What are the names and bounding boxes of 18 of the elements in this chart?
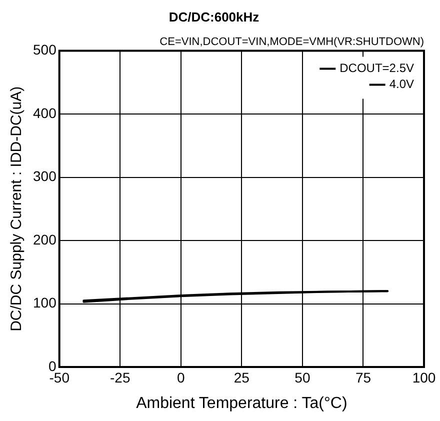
- legend-label: DCOUT=2.5V: [340, 61, 414, 76]
- x-tick-label: 25: [234, 369, 250, 386]
- legend-label: 4.0V: [389, 77, 414, 92]
- x-tick-label: 0: [177, 369, 186, 386]
- y-tick-label: 300: [33, 168, 57, 184]
- x-axis-title: Ambient Temperature : Ta(°C): [136, 394, 348, 412]
- x-tick-label: 50: [294, 369, 310, 386]
- chart-title: DC/DC:600kHz: [168, 9, 260, 24]
- chart-subtitle: CE=VIN,DCOUT=VIN,MODE=VMH(VR:SHUTDOWN): [160, 36, 424, 48]
- y-tick-label: 0: [48, 358, 57, 374]
- x-tick-label: 75: [355, 369, 372, 386]
- x-tick-label: -25: [110, 369, 130, 386]
- y-tick-label: 400: [33, 104, 57, 121]
- x-tick-label: 100: [412, 369, 436, 386]
- y-axis-title: DC/DC Supply Current : IDD-DC(uA): [8, 86, 26, 332]
- y-tick-label: 100: [33, 294, 57, 311]
- y-tick-label: 500: [33, 42, 57, 58]
- y-tick-label: 200: [33, 231, 57, 248]
